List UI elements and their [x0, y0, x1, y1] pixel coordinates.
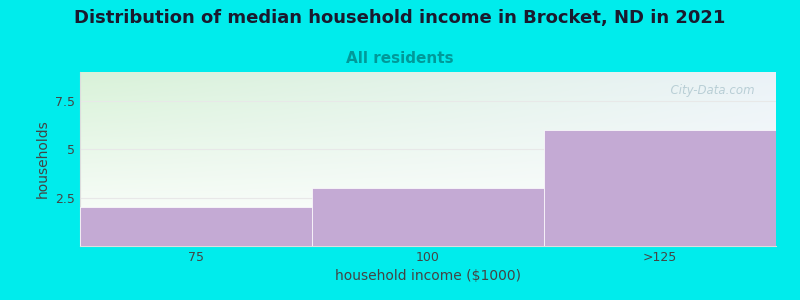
X-axis label: household income ($1000): household income ($1000) [335, 269, 521, 284]
Bar [312, 188, 544, 246]
Text: Distribution of median household income in Brocket, ND in 2021: Distribution of median household income … [74, 9, 726, 27]
Y-axis label: households: households [35, 120, 50, 198]
Bar [544, 130, 776, 246]
Bar [80, 207, 312, 246]
Text: All residents: All residents [346, 51, 454, 66]
Text: City-Data.com: City-Data.com [663, 84, 755, 97]
